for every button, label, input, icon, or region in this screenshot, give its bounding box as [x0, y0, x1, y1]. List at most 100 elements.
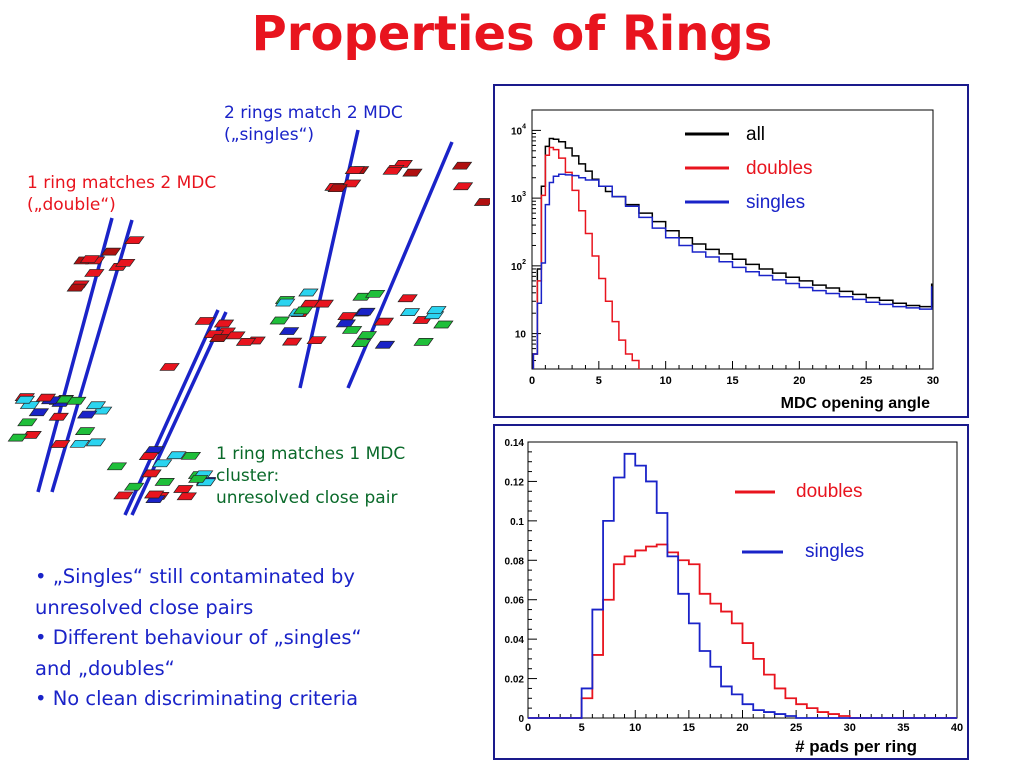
pad-cell — [144, 490, 165, 499]
pad-cell — [28, 408, 50, 417]
annotation-line: unresolved close pair — [216, 488, 398, 508]
pad-cell — [335, 319, 356, 328]
pad-cell — [143, 446, 165, 454]
bullet-line: unresolved close pairs — [35, 595, 254, 619]
pad-cell — [7, 433, 28, 442]
series-line-doubles — [528, 543, 957, 719]
pad-cell — [84, 269, 105, 277]
legend-label-doubles: doubles — [796, 481, 863, 502]
bullet-line: • No clean discriminating criteria — [35, 687, 359, 710]
pad-cell — [397, 294, 418, 303]
annotation-line: 2 rings match 2 MDC — [224, 103, 403, 123]
pad-cell — [138, 452, 160, 460]
pad-cell — [213, 319, 235, 328]
pad-cell — [473, 198, 490, 206]
y-tick-label: 0 — [518, 714, 524, 725]
pad-cell — [66, 283, 87, 292]
x-tick-label: 0 — [529, 375, 535, 387]
x-tick-label: 15 — [683, 722, 695, 734]
annotation-line: 1 ring matches 2 MDC — [27, 173, 217, 193]
pad-cell — [141, 469, 162, 478]
pad-cell — [194, 317, 215, 325]
annotation-close-pair: 1 ring matches 1 MDC cluster: unresolved… — [216, 443, 405, 509]
pad-cell — [17, 418, 38, 427]
pad-cell — [452, 182, 474, 191]
pad-cell — [35, 393, 57, 402]
pad-cell — [235, 338, 257, 346]
pad-cell — [327, 184, 348, 193]
pad-clusters — [7, 160, 490, 504]
pad-cell — [176, 492, 197, 501]
y-tick-label: 103 — [511, 191, 526, 205]
annotation-double: 1 ring matches 2 MDC („double“) — [27, 172, 216, 216]
pad-cell — [159, 363, 180, 371]
pad-cell — [14, 395, 36, 404]
pad-cell — [166, 451, 187, 460]
event-display-illustration — [7, 129, 490, 516]
x-tick-label: 20 — [736, 722, 748, 734]
annotation-line: 1 ring matches 1 MDC — [216, 444, 406, 464]
y-tick-label: 0.02 — [505, 675, 525, 686]
x-tick-label: 5 — [596, 375, 602, 387]
pad-cell — [85, 401, 107, 410]
pad-cell — [154, 478, 175, 486]
pad-cell — [355, 307, 376, 316]
pad-cell — [123, 482, 145, 491]
y-tick-label: 0.04 — [505, 635, 525, 646]
pad-cell — [69, 439, 90, 448]
annotation-line: cluster: — [216, 466, 280, 486]
x-axis-label: MDC opening angle — [781, 395, 930, 412]
x-tick-label: 20 — [793, 375, 805, 387]
chart-pads-panel: 0 5 10 15 20 25 30 35 40 0 0.02 0.04 0.06 0.08 0.1 0.12… — [493, 424, 969, 760]
chart-opening-angle: 0 5 10 15 20 25 30 10 102 103 104 all doubles singles… — [511, 109, 939, 412]
pad-cell — [106, 462, 128, 471]
x-tick-label: 30 — [927, 375, 939, 387]
pad-cell — [426, 306, 447, 314]
x-tick-label: 10 — [660, 375, 672, 387]
series-line-all — [532, 137, 933, 369]
bullet-line: • Different behaviour of „singles“ — [35, 626, 362, 649]
pad-cell — [399, 308, 421, 316]
pad-cell — [66, 396, 87, 405]
bullet-line: • „Singles“ still contaminated by — [35, 565, 355, 588]
pad-cell — [275, 298, 296, 307]
pad-cell — [113, 491, 134, 500]
pad-cell — [77, 410, 98, 419]
y-tick-label: 10 — [515, 330, 527, 341]
legend-label-doubles: doubles — [746, 158, 813, 179]
pad-cell — [351, 339, 372, 347]
pad-cell — [115, 258, 136, 267]
x-tick-label: 40 — [951, 722, 963, 734]
y-tick-label: 0.12 — [505, 477, 525, 488]
legend-label-singles: singles — [805, 541, 864, 562]
chart-pads-per-ring: 0 5 10 15 20 25 30 35 40 0 0.02 0.04 0.06 0.08 0.1 0.12… — [505, 438, 964, 756]
pad-cell — [74, 427, 96, 436]
pad-cell — [151, 459, 173, 468]
annotation-singles: 2 rings match 2 MDC („singles“) — [224, 102, 403, 146]
pad-cell — [451, 161, 473, 170]
pad-cell — [48, 412, 69, 421]
x-tick-label: 30 — [844, 722, 856, 734]
y-tick-label: 0.1 — [510, 517, 524, 528]
pad-cell — [209, 334, 230, 342]
pad-cell — [173, 485, 194, 493]
pad-cell — [373, 317, 395, 326]
y-tick-label: 0.06 — [505, 596, 525, 607]
pad-cell — [100, 247, 122, 256]
pad-cell — [281, 337, 303, 346]
pad-cell — [356, 331, 378, 339]
pad-cell — [433, 320, 454, 329]
pad-cell — [402, 168, 423, 177]
x-tick-label: 0 — [525, 722, 531, 734]
pad-cell — [188, 475, 209, 483]
pad-cell — [344, 166, 365, 175]
series-line-singles — [532, 173, 933, 369]
pad-cell — [306, 336, 327, 345]
pad-cell — [269, 316, 290, 325]
bullet-list: • „Singles“ still contaminated by unreso… — [35, 562, 455, 715]
y-tick-label: 102 — [511, 259, 526, 273]
y-tick-label: 0.14 — [505, 438, 525, 449]
pad-cell — [374, 340, 396, 349]
pad-cell — [413, 338, 434, 346]
pad-cell — [50, 440, 71, 448]
